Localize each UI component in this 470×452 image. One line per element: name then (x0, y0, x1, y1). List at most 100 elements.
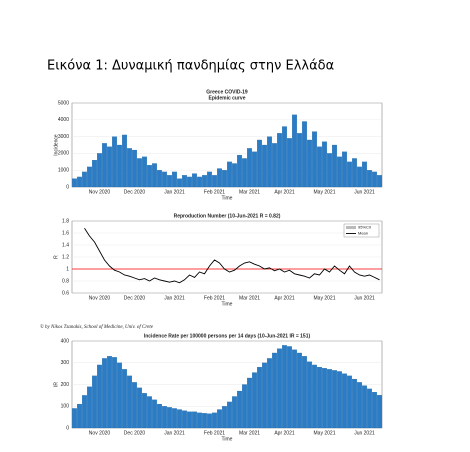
bar (357, 166, 362, 188)
bar (172, 408, 177, 429)
x-tick-label: Jun 2021 (354, 189, 375, 195)
bar (377, 175, 382, 188)
bar (307, 139, 312, 188)
chart-title: Reproduction Number (10-Jun-2021 R = 0.8… (174, 213, 281, 219)
x-tick-label: May 2021 (314, 430, 336, 436)
bar (337, 371, 342, 429)
y-tick-label: 0 (66, 184, 69, 190)
bar (162, 406, 167, 429)
bar (352, 378, 357, 429)
bar (292, 114, 297, 188)
x-tick-label: Feb 2021 (204, 430, 225, 436)
y-tick-label: 3000 (58, 134, 69, 140)
x-tick-label: Mar 2021 (239, 430, 260, 436)
bar (147, 165, 152, 188)
bar (212, 412, 217, 429)
bar (142, 393, 147, 429)
bar (237, 154, 242, 188)
bar (207, 171, 212, 188)
bar (92, 375, 97, 429)
y-tick-label: 5000 (58, 100, 69, 106)
bar (222, 406, 227, 429)
bar (117, 144, 122, 188)
bar (352, 158, 357, 188)
bar (262, 362, 267, 429)
x-tick-label: Mar 2021 (239, 295, 260, 301)
y-tick-label: 100 (61, 404, 70, 410)
bar (257, 139, 262, 188)
bar (222, 170, 227, 188)
x-tick-label: Jan 2021 (164, 295, 185, 301)
bar (272, 352, 277, 429)
bar (77, 176, 82, 188)
bar (322, 368, 327, 429)
bar (287, 138, 292, 188)
bar (277, 133, 282, 188)
bar (307, 361, 312, 429)
x-tick-label: Apr 2021 (274, 295, 295, 301)
x-tick-label: Apr 2021 (274, 430, 295, 436)
bar (217, 409, 222, 429)
x-tick-label: Jun 2021 (354, 295, 375, 301)
bar (147, 396, 152, 429)
bar (167, 175, 172, 188)
x-axis-label: Time (222, 301, 233, 307)
bar (262, 144, 267, 188)
bar (77, 403, 82, 429)
bar (107, 356, 112, 429)
bar (282, 126, 287, 188)
bar (197, 412, 202, 429)
bar (72, 408, 77, 429)
legend-label: Mean (358, 231, 368, 236)
bar (172, 171, 177, 188)
bar (72, 178, 77, 188)
bar (267, 358, 272, 429)
legend-label: 95%CrI (358, 225, 371, 230)
y-axis-label: R (53, 255, 59, 259)
y-tick-label: 1.4 (62, 242, 69, 248)
y-tick-label: 0.8 (62, 278, 69, 284)
bar (207, 413, 212, 429)
x-tick-label: Nov 2020 (89, 189, 111, 195)
bar (372, 171, 377, 188)
bar (102, 358, 107, 429)
bar (87, 166, 92, 188)
bar (242, 384, 247, 429)
bar (347, 161, 352, 188)
bar (362, 161, 367, 188)
bar (252, 151, 257, 188)
chart-subtitle: Epidemic curve (209, 95, 246, 101)
bar (92, 160, 97, 188)
bar (342, 373, 347, 429)
bar (337, 156, 342, 188)
bar (227, 401, 232, 429)
bar (137, 158, 142, 188)
bar (187, 176, 192, 188)
bar (367, 170, 372, 188)
x-tick-label: Jun 2021 (354, 430, 375, 436)
x-axis-label: Time (222, 436, 233, 442)
bar (227, 161, 232, 188)
bar (212, 175, 217, 188)
x-tick-label: Feb 2021 (204, 189, 225, 195)
bar (97, 153, 102, 188)
bar (247, 377, 252, 429)
bar (297, 352, 302, 429)
y-tick-label: 200 (61, 382, 70, 388)
bar (182, 175, 187, 188)
bar (367, 388, 372, 429)
bar (132, 149, 137, 188)
y-tick-label: 1.2 (62, 254, 69, 260)
bar (107, 146, 112, 188)
bar (332, 144, 337, 188)
bar (267, 136, 272, 188)
x-tick-label: Dec 2020 (124, 295, 146, 301)
y-tick-label: 4000 (58, 117, 69, 123)
annotation: © by Nikos Tzanakis, School of Medicine,… (40, 324, 154, 330)
bar (157, 403, 162, 429)
bar (232, 163, 237, 188)
bar (177, 409, 182, 429)
x-tick-label: May 2021 (314, 295, 336, 301)
y-axis-label: IR (53, 382, 59, 387)
y-tick-label: 1000 (58, 168, 69, 174)
